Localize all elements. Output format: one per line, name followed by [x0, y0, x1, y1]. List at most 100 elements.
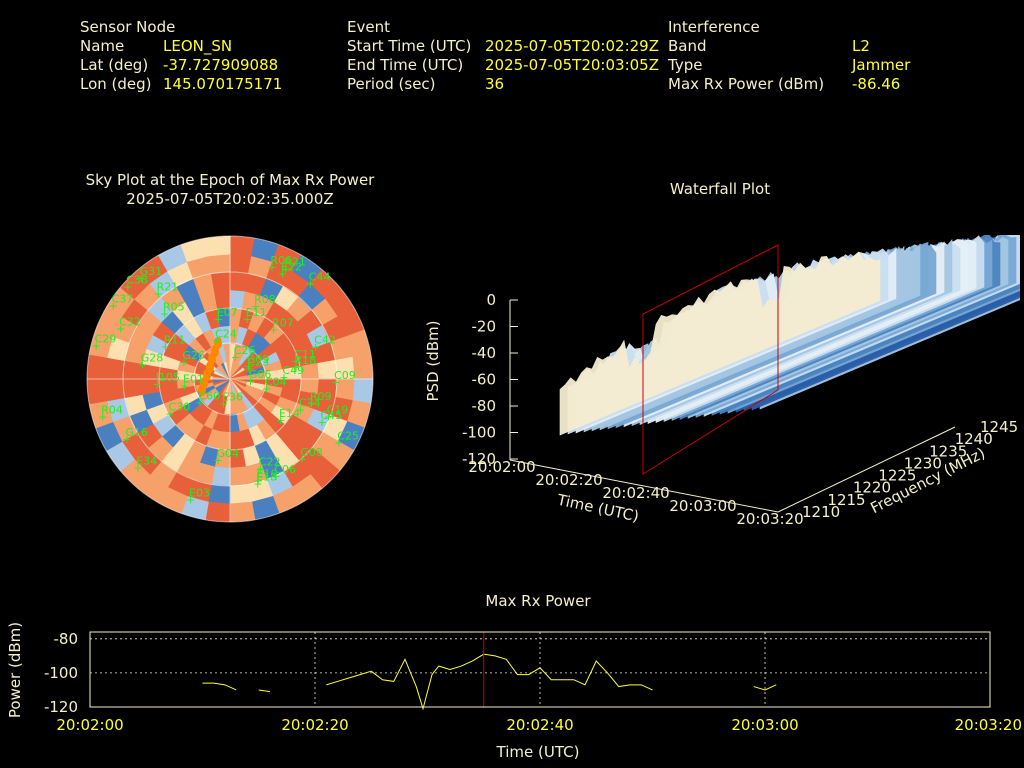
- x-tick-label: 20:03:00: [731, 716, 798, 734]
- satellite-label: C11: [294, 348, 316, 361]
- satellite-marker: +: [267, 261, 276, 274]
- satellite-label: G16: [125, 426, 148, 439]
- satellite-label: I105: [156, 371, 180, 384]
- satellite-marker: +: [262, 383, 271, 396]
- power-series-line: [202, 682, 237, 691]
- satellite-marker: +: [195, 397, 204, 410]
- time-axis: [509, 459, 779, 513]
- satellite-marker: +: [109, 300, 118, 313]
- satellite-marker: +: [160, 307, 169, 320]
- satellite-label: C04: [265, 376, 287, 389]
- sky-cell: [204, 501, 231, 522]
- satellite-label: C44: [309, 271, 331, 284]
- satellite-marker: +: [256, 463, 265, 476]
- freq-tick-label: 1245: [980, 418, 1018, 436]
- satellite-label: C09: [334, 369, 356, 382]
- satellite-label: R08: [254, 293, 276, 306]
- freq-axis: [777, 426, 956, 513]
- power-series-line: [258, 689, 271, 693]
- satellite-label: R09: [310, 390, 332, 403]
- power-series-line: [326, 653, 653, 711]
- satellite-marker: +: [214, 454, 223, 467]
- sky-cell: [229, 466, 250, 487]
- satellite-marker: +: [122, 433, 131, 446]
- satellite-marker: +: [179, 356, 188, 369]
- satellite-marker: +: [278, 267, 287, 280]
- satellite-label: E36: [222, 391, 243, 404]
- event-start-value: 2025-07-05T20:02:29Z: [485, 37, 659, 55]
- satellite-label: C29: [95, 333, 117, 346]
- event-title: Event: [347, 18, 390, 36]
- satellite-marker: +: [291, 361, 300, 374]
- satellite-label: G06: [249, 368, 272, 381]
- satellite-marker: +: [297, 453, 306, 466]
- satellite-marker: +: [306, 278, 315, 291]
- psd-ridge: [559, 251, 881, 436]
- satellite-marker: +: [334, 437, 343, 450]
- satellite-marker: +: [137, 272, 146, 285]
- satellite-marker: +: [161, 341, 170, 354]
- sky-cell: [122, 378, 143, 399]
- sensor-lat-label: Lat (deg): [80, 56, 149, 74]
- power-chart-frame: [89, 631, 991, 708]
- sky-cell: [229, 236, 256, 257]
- satellite-marker: +: [291, 355, 300, 368]
- satellite-marker: +: [243, 313, 252, 326]
- interference-type-label: Type: [668, 56, 703, 74]
- freq-tick-label: 1215: [827, 491, 865, 509]
- sky-grid: [86, 235, 374, 523]
- satellite-marker: +: [253, 477, 262, 490]
- satellite-label: R21: [157, 281, 179, 294]
- satellite-label: G31: [140, 265, 163, 278]
- satellite-label: C37: [112, 293, 134, 306]
- satellite-label: C38: [126, 274, 148, 287]
- satellite-label: E19: [257, 468, 278, 481]
- sky-cell: [352, 378, 373, 405]
- satellite-label: E34: [136, 455, 157, 468]
- event-period-label: Period (sec): [347, 75, 436, 93]
- time-tick-label: 20:02:00: [468, 458, 535, 476]
- satellite-marker: +: [180, 380, 189, 393]
- max-power-epoch-plane: [642, 244, 779, 475]
- time-tick-label: 20:03:00: [669, 497, 736, 515]
- satellite-label: E18: [256, 470, 277, 483]
- satellite-label: R04: [101, 403, 123, 416]
- satellite-marker: +: [317, 416, 326, 429]
- z-tick-label: -100: [462, 424, 496, 442]
- satellite-label: R21: [284, 256, 306, 269]
- satellite-marker: +: [245, 363, 254, 376]
- y-tick-label: -120: [44, 698, 78, 716]
- time-tick-label: 20:02:40: [602, 484, 669, 502]
- sky-plot-title: Sky Plot at the Epoch of Max Rx Power: [85, 171, 375, 189]
- x-tick-label: 20:03:20: [955, 716, 1022, 734]
- interference-power-value: -86.46: [852, 75, 901, 93]
- satellite-marker: +: [246, 375, 255, 388]
- freq-tick-label: 1240: [955, 430, 993, 448]
- satellite-marker: +: [251, 300, 260, 313]
- satellite-label: E11: [246, 306, 267, 319]
- satellite-label: C22: [259, 456, 281, 469]
- satellite-label: G04: [217, 447, 240, 460]
- waterfall-title: Waterfall Plot: [669, 180, 771, 198]
- satellite-label: R18: [294, 354, 316, 367]
- satellite-marker: +: [279, 371, 288, 384]
- satellite-label: G26: [182, 349, 205, 362]
- track-point: [198, 384, 206, 396]
- satellite-marker: +: [324, 411, 333, 424]
- event-period-value: 36: [485, 75, 505, 93]
- satellite-markers: +C22+C11+G09+G28+C38+C04+C06+R09+C19+I10…: [92, 254, 359, 507]
- satellite-label: E22: [281, 260, 302, 273]
- satellite-marker: +: [186, 494, 195, 507]
- y-tick-label: -100: [44, 664, 78, 682]
- satellite-marker: +: [269, 324, 278, 337]
- satellite-marker: +: [331, 376, 340, 389]
- satellite-label: R05: [163, 300, 185, 313]
- z-tick-label: -60: [472, 371, 497, 389]
- interference-track: [198, 337, 222, 396]
- satellite-marker: +: [153, 378, 162, 391]
- power-chart-ylabel: Power (dBm): [6, 622, 24, 718]
- satellite-marker: +: [231, 351, 240, 364]
- satellite-label: G09: [247, 353, 270, 366]
- satellite-label: E14: [279, 407, 300, 420]
